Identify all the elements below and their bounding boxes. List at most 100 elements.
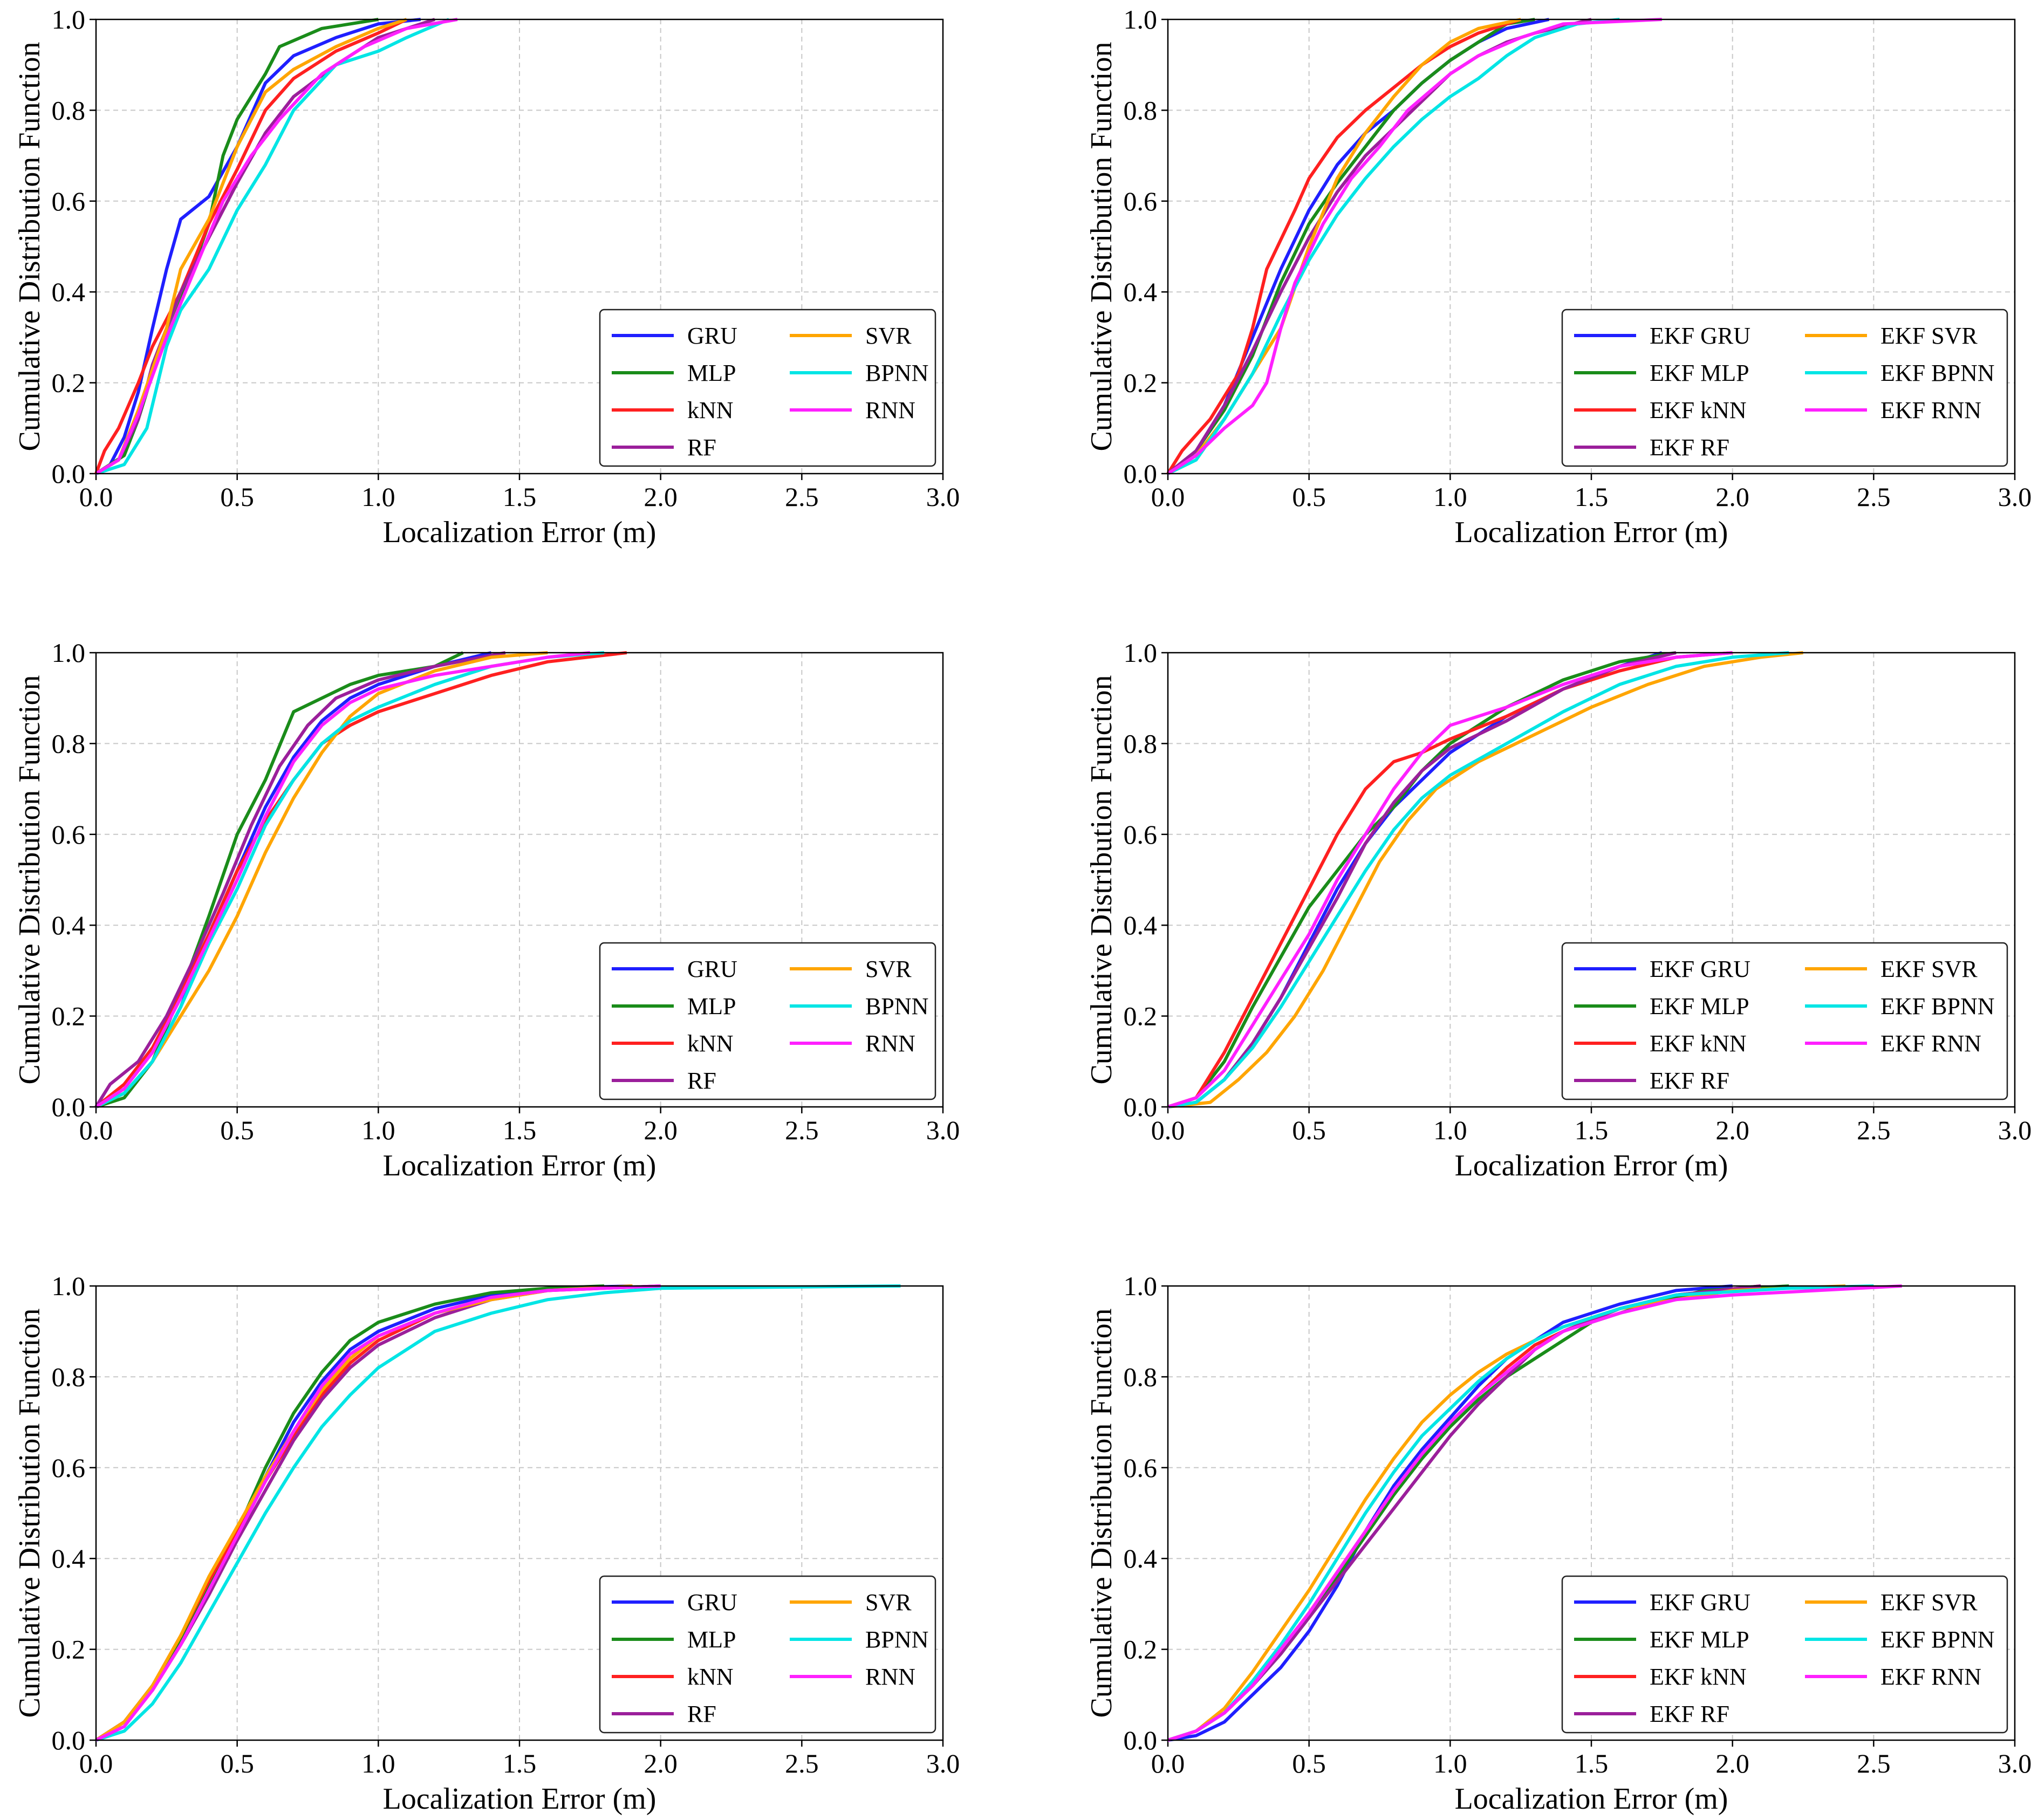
legend-label-gru: EKF GRU bbox=[1650, 323, 1750, 349]
legend-label-rnn: EKF RNN bbox=[1880, 1664, 1981, 1690]
y-tick-label: 0.4 bbox=[1124, 910, 1158, 940]
series-line-bpnn bbox=[95, 18, 450, 475]
legend-label-svr: EKF SVR bbox=[1880, 1589, 1978, 1616]
legend-label-knn: kNN bbox=[687, 1664, 734, 1690]
y-tick-label: 0.0 bbox=[52, 459, 86, 489]
legend-label-rf: RF bbox=[687, 1701, 716, 1727]
series-line-knn bbox=[95, 651, 627, 1109]
legend-label-gru: GRU bbox=[687, 1589, 737, 1616]
legend-label-mlp: EKF MLP bbox=[1650, 1626, 1749, 1653]
x-tick-label: 3.0 bbox=[926, 1748, 960, 1778]
plot-frame bbox=[95, 18, 944, 475]
y-tick-label: 0.2 bbox=[1124, 368, 1158, 398]
series-line-svr bbox=[1167, 651, 1803, 1109]
x-tick-label: 1.0 bbox=[361, 1748, 395, 1778]
y-tick-label: 0.0 bbox=[1124, 459, 1158, 489]
x-tick-label: 2.0 bbox=[1715, 1748, 1749, 1778]
x-axis-label: Localization Error (m) bbox=[383, 516, 656, 549]
y-tick-label: 0.4 bbox=[1124, 277, 1158, 307]
legend-label-mlp: MLP bbox=[687, 360, 736, 386]
y-tick-label: 0.6 bbox=[52, 819, 86, 850]
legend-label-gru: EKF GRU bbox=[1650, 956, 1750, 982]
series-line-bpnn bbox=[1167, 18, 1620, 475]
y-tick-label: 0.6 bbox=[1124, 186, 1158, 216]
y-tick-label: 0.8 bbox=[1124, 1361, 1158, 1392]
plot-frame bbox=[95, 652, 944, 1108]
plot-frame bbox=[95, 1285, 944, 1741]
legend: GRU SVR MLP BPNN kNN RNN RF bbox=[599, 309, 936, 467]
legend-label-rnn: EKF RNN bbox=[1880, 397, 1981, 423]
series-line-rf bbox=[95, 18, 435, 475]
y-tick-label: 1.0 bbox=[52, 1271, 86, 1301]
legend-label-rf: EKF RF bbox=[1650, 1068, 1729, 1094]
plot-frame bbox=[1167, 1285, 2016, 1741]
x-tick-label: 0.5 bbox=[220, 1115, 254, 1145]
x-tick-label: 1.0 bbox=[1433, 1748, 1467, 1778]
x-tick-label: 0.5 bbox=[1292, 1748, 1326, 1778]
legend-label-bpnn: BPNN bbox=[865, 360, 928, 386]
y-tick-label: 0.8 bbox=[52, 728, 86, 758]
series-line-knn bbox=[1166, 18, 1522, 475]
legend: GRU SVR MLP BPNN kNN RNN RF bbox=[599, 1575, 936, 1734]
x-tick-label: 2.5 bbox=[1857, 482, 1891, 512]
x-tick-label: 3.0 bbox=[926, 1115, 960, 1145]
x-tick-label: 2.0 bbox=[1715, 482, 1749, 512]
x-tick-label: 3.0 bbox=[926, 482, 960, 512]
x-tick-label: 1.5 bbox=[1575, 1115, 1609, 1145]
x-tick-label: 2.5 bbox=[785, 482, 819, 512]
legend-label-knn: EKF kNN bbox=[1650, 397, 1747, 423]
chart-panel-row1-right: 0.0 0.5 1.0 1.5 2.0 2.5 3.0 0.0 0.2 0.4 0.6 0.8 1.0 L… bbox=[1085, 4, 2032, 549]
legend-label-bpnn: BPNN bbox=[865, 1626, 928, 1653]
legend-label-knn: EKF kNN bbox=[1650, 1030, 1747, 1057]
legend-label-rf: RF bbox=[687, 1068, 716, 1094]
x-tick-label: 2.5 bbox=[785, 1115, 819, 1145]
plot-frame bbox=[1167, 18, 2016, 475]
y-tick-label: 0.4 bbox=[52, 910, 86, 940]
x-axis-label: Localization Error (m) bbox=[383, 1149, 656, 1182]
y-tick-label: 1.0 bbox=[52, 4, 86, 35]
legend-label-gru: GRU bbox=[687, 323, 737, 349]
y-tick-label: 0.6 bbox=[52, 186, 86, 216]
x-tick-label: 1.0 bbox=[1433, 1115, 1467, 1145]
x-tick-label: 2.0 bbox=[1715, 1115, 1749, 1145]
series-line-gru bbox=[1167, 1284, 1733, 1742]
x-axis-label: Localization Error (m) bbox=[383, 1782, 656, 1816]
x-tick-label: 0.0 bbox=[79, 482, 113, 512]
x-tick-label: 2.5 bbox=[1857, 1115, 1891, 1145]
chart-panel-row1-left: 0.0 0.5 1.0 1.5 2.0 2.5 3.0 0.0 0.2 0.4 0.6 0.8 1.0 L… bbox=[13, 4, 960, 549]
y-tick-label: 0.0 bbox=[52, 1092, 86, 1122]
x-tick-label: 0.0 bbox=[79, 1115, 113, 1145]
x-tick-label: 3.0 bbox=[1998, 1115, 2032, 1145]
x-tick-label: 0.0 bbox=[1151, 482, 1185, 512]
series-line-mlp bbox=[1167, 18, 1535, 475]
legend-box bbox=[1561, 942, 2008, 1100]
x-tick-label: 1.5 bbox=[1575, 1748, 1609, 1778]
x-tick-label: 1.5 bbox=[503, 482, 537, 512]
series-line-bpnn bbox=[95, 651, 605, 1109]
legend-label-knn: kNN bbox=[687, 397, 734, 423]
x-tick-label: 2.5 bbox=[1857, 1748, 1891, 1778]
y-tick-label: 0.8 bbox=[52, 95, 86, 125]
legend: EKF GRU EKF SVR EKF MLP EKF BPNN EKF kNN EKF … bbox=[1561, 1575, 2008, 1734]
legend-label-rnn: RNN bbox=[865, 397, 915, 423]
legend-label-mlp: MLP bbox=[687, 993, 736, 1020]
y-tick-label: 0.0 bbox=[1124, 1092, 1158, 1122]
series-line-bpnn bbox=[95, 1284, 901, 1742]
x-tick-label: 1.5 bbox=[1575, 482, 1609, 512]
y-tick-label: 0.0 bbox=[1124, 1725, 1158, 1755]
y-tick-label: 0.2 bbox=[52, 368, 86, 398]
legend-label-rf: RF bbox=[687, 434, 716, 461]
series-line-knn bbox=[1167, 651, 1733, 1109]
y-tick-label: 0.8 bbox=[1124, 95, 1158, 125]
x-axis-label: Localization Error (m) bbox=[1455, 1782, 1728, 1816]
series-line-rnn bbox=[1167, 1284, 1902, 1742]
legend-label-svr: EKF SVR bbox=[1880, 956, 1978, 982]
y-axis-label: Cumulative Distribution Function bbox=[1085, 675, 1118, 1084]
series-line-bpnn bbox=[1167, 1284, 1874, 1742]
series-line-rnn bbox=[95, 1284, 661, 1742]
legend-label-svr: SVR bbox=[865, 956, 912, 982]
legend-label-bpnn: EKF BPNN bbox=[1880, 1626, 1995, 1653]
y-axis-label: Cumulative Distribution Function bbox=[13, 675, 46, 1084]
y-axis-label: Cumulative Distribution Function bbox=[1085, 1308, 1118, 1718]
